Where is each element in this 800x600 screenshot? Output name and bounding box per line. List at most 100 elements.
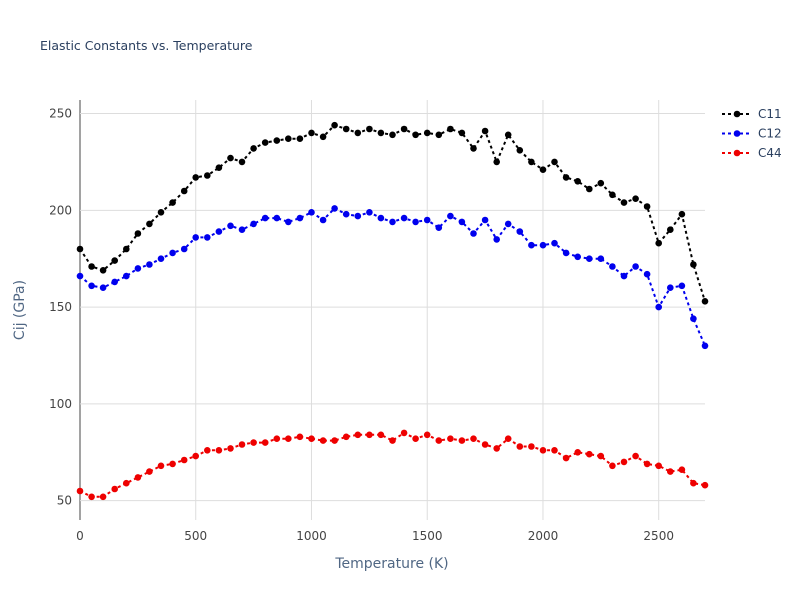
data-point-c11 — [667, 226, 674, 233]
data-point-c12 — [562, 249, 570, 257]
data-point-c44 — [447, 435, 454, 443]
y-tick-label: 250 — [49, 107, 72, 121]
data-point-c11 — [701, 298, 709, 305]
data-point-c12 — [342, 210, 350, 218]
y-tick-label: 150 — [49, 300, 72, 314]
data-point-c12 — [169, 249, 176, 257]
data-point-c12 — [597, 255, 605, 262]
x-tick-label: 0 — [76, 529, 84, 543]
data-point-c44 — [157, 462, 165, 470]
data-point-c12 — [250, 220, 257, 228]
data-point-c12 — [180, 245, 188, 253]
grid — [79, 100, 705, 520]
data-point-c12 — [111, 278, 118, 286]
data-point-c44 — [574, 449, 581, 456]
x-tick-label: 1500 — [412, 529, 443, 543]
data-point-c44 — [493, 445, 501, 452]
data-point-c11 — [331, 121, 338, 129]
data-point-c12 — [227, 222, 234, 230]
data-point-c44 — [597, 452, 605, 460]
x-tick-label: 1000 — [296, 529, 327, 543]
data-point-c44 — [99, 493, 107, 501]
data-point-c11 — [690, 261, 697, 268]
data-point-c11 — [551, 158, 558, 166]
data-point-c11 — [447, 125, 454, 133]
data-point-c11 — [609, 191, 616, 199]
data-point-c44 — [273, 435, 281, 443]
data-point-c44 — [435, 437, 443, 444]
data-point-c11 — [180, 187, 188, 195]
series-line-c12 — [79, 207, 706, 347]
data-point-c11 — [285, 135, 292, 142]
data-point-c44 — [308, 435, 315, 443]
data-point-c44 — [504, 435, 512, 443]
data-point-c11 — [678, 210, 686, 218]
data-point-c12 — [655, 303, 662, 311]
data-point-c12 — [609, 263, 616, 270]
data-point-c11 — [620, 199, 628, 206]
data-point-c11 — [192, 174, 199, 181]
data-point-c44 — [609, 462, 616, 470]
data-point-c12 — [620, 272, 628, 280]
data-point-c44 — [516, 443, 524, 450]
data-point-c12 — [261, 214, 269, 222]
data-point-c12 — [574, 253, 581, 261]
data-point-c12 — [528, 241, 535, 249]
data-point-c44 — [423, 431, 431, 439]
data-point-c44 — [215, 447, 223, 454]
data-point-c44 — [562, 454, 570, 462]
data-point-c44 — [285, 435, 292, 443]
x-tick-label: 2000 — [528, 529, 559, 543]
data-point-c11 — [261, 139, 269, 146]
legend-item-c12: C12 — [722, 127, 782, 141]
data-point-c11 — [481, 127, 489, 135]
data-point-c11 — [146, 220, 153, 228]
data-point-c11 — [169, 199, 176, 206]
data-point-c11 — [354, 129, 362, 137]
data-point-c12 — [539, 241, 547, 249]
data-point-c12 — [76, 272, 84, 280]
data-point-c44 — [111, 485, 118, 493]
data-point-c12 — [667, 284, 674, 292]
data-point-c44 — [632, 452, 639, 460]
series-c11 — [76, 121, 709, 305]
data-point-c12 — [215, 228, 223, 235]
data-point-c11 — [389, 131, 396, 139]
data-point-c11 — [632, 195, 639, 202]
data-point-c12 — [643, 270, 651, 278]
data-point-c12 — [400, 214, 408, 222]
x-tick-label: 500 — [184, 529, 207, 543]
data-point-c11 — [123, 245, 130, 253]
data-point-c12 — [366, 209, 373, 216]
data-point-c11 — [111, 257, 118, 264]
data-point-c11 — [586, 185, 593, 193]
data-point-c44 — [551, 447, 558, 454]
data-point-c11 — [574, 178, 581, 185]
data-point-c12 — [423, 216, 431, 224]
data-point-c11 — [493, 158, 501, 166]
data-point-c44 — [296, 433, 304, 441]
x-tick-label: 2500 — [643, 529, 674, 543]
data-point-c12 — [157, 255, 165, 262]
data-point-c11 — [296, 135, 304, 142]
data-point-c44 — [250, 439, 257, 446]
data-point-c44 — [192, 452, 199, 460]
data-point-c12 — [308, 209, 315, 216]
legend-swatch-marker — [733, 149, 741, 157]
data-point-c11 — [597, 179, 605, 187]
data-point-c12 — [146, 261, 153, 268]
plot-area — [76, 121, 709, 501]
data-point-c44 — [331, 437, 338, 444]
data-point-c44 — [238, 441, 246, 448]
data-point-c12 — [435, 224, 443, 231]
data-point-c12 — [701, 342, 709, 350]
data-point-c11 — [655, 239, 662, 247]
data-point-c12 — [458, 218, 466, 226]
data-point-c12 — [204, 234, 211, 241]
data-point-c12 — [377, 214, 385, 222]
data-point-c44 — [88, 493, 95, 501]
data-point-c44 — [655, 462, 662, 470]
data-point-c44 — [690, 479, 697, 487]
data-point-c12 — [632, 263, 639, 270]
